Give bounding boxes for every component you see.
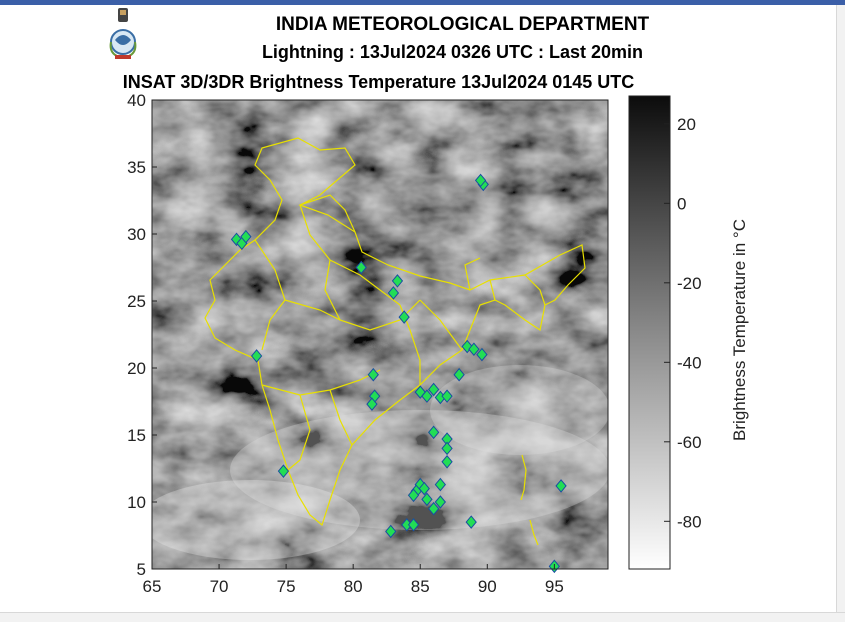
org-title: INDIA METEOROLOGICAL DEPARTMENT	[275, 14, 650, 35]
lightning-marker	[418, 481, 430, 496]
lightning-marker	[407, 488, 420, 503]
longitude-axis: 65 70 75 80 85 90 95	[143, 564, 564, 596]
x-tick-label: 80	[344, 577, 363, 596]
lightning-marker	[465, 515, 477, 529]
y-tick-label: 5	[137, 560, 146, 579]
horizontal-scrollbar[interactable]	[0, 612, 845, 622]
lightning-marker	[421, 492, 433, 507]
lightning-marker	[367, 367, 379, 382]
y-tick-label: 40	[127, 91, 146, 110]
lightning-marker	[434, 495, 447, 509]
colorbar-tick-label: -20	[677, 274, 702, 293]
colorbar	[628, 95, 671, 570]
lightning-marker	[277, 464, 290, 478]
lightning-marker	[391, 274, 404, 288]
lightning-marker	[250, 349, 263, 363]
colorbar-tick-label: -40	[677, 353, 702, 372]
window-top-border	[0, 0, 845, 5]
y-tick-label: 35	[127, 158, 146, 177]
y-tick-label: 20	[127, 359, 146, 378]
lightning-marker	[240, 229, 252, 244]
y-tick-label: 15	[127, 426, 146, 445]
x-tick-label: 65	[143, 577, 162, 596]
lightning-marker	[421, 389, 433, 403]
colorbar-label: Brightness Temperature in °C	[730, 219, 749, 441]
product-title: INSAT 3D/3DR Brightness Temperature 13Ju…	[122, 72, 635, 92]
lightning-marker	[441, 441, 453, 456]
lightning-marker	[474, 173, 487, 188]
lightning-marker	[434, 477, 447, 492]
y-tick-label: 25	[127, 292, 146, 311]
lightning-marker	[441, 455, 453, 469]
colorbar-tick-label: 0	[677, 194, 686, 213]
lightning-marker	[441, 389, 453, 403]
latitude-axis: 40 35 30 25 20 15 10 5	[127, 91, 157, 579]
lightning-marker	[427, 382, 440, 397]
x-tick-label: 70	[210, 577, 229, 596]
lightning-marker	[366, 397, 378, 411]
lightning-markers	[230, 173, 567, 574]
satellite-image	[152, 100, 608, 569]
lightning-marker	[468, 342, 480, 357]
lightning-marker	[387, 286, 400, 300]
lightning-marker	[398, 310, 410, 324]
x-tick-label: 75	[277, 577, 296, 596]
india-boundary	[204, 137, 586, 546]
lightning-marker	[427, 501, 440, 516]
y-tick-label: 30	[127, 225, 146, 244]
x-tick-label: 95	[545, 577, 564, 596]
colorbar-tick-label: -60	[677, 433, 702, 452]
x-tick-label: 90	[478, 577, 497, 596]
lightning-marker	[453, 367, 465, 382]
vertical-scrollbar[interactable]	[836, 5, 845, 615]
lightning-marker	[385, 524, 397, 539]
lightning-marker	[427, 425, 440, 440]
y-tick-label: 10	[127, 493, 146, 512]
lightning-marker	[355, 260, 367, 275]
lightning-marker	[407, 517, 420, 532]
colorbar-tick-label: -80	[677, 512, 702, 531]
map-frame	[151, 99, 609, 570]
colorbar-tick-label: 20	[677, 115, 696, 134]
lightning-marker	[476, 347, 488, 362]
lightning-subtitle: Lightning : 13Jul2024 0326 UTC : Last 20…	[261, 42, 644, 62]
lightning-marker	[555, 479, 567, 493]
imd-emblem-icon	[109, 8, 137, 59]
x-tick-label: 85	[411, 577, 430, 596]
colorbar-ticks: 20 0 -20 -40 -60 -80	[664, 115, 702, 531]
